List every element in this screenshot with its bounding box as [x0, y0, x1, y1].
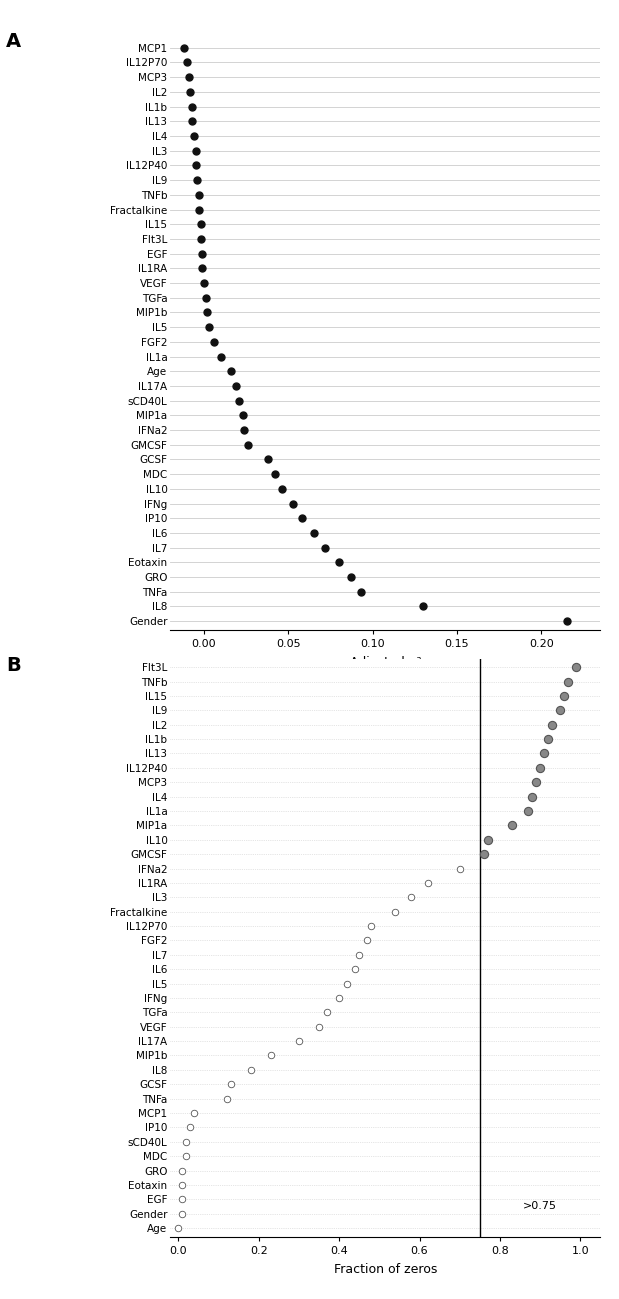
Point: [222, 1089, 232, 1109]
Point: [235, 390, 245, 410]
Point: [197, 243, 207, 264]
Point: [350, 959, 360, 979]
Point: [187, 110, 197, 131]
Point: [321, 538, 331, 559]
Point: [177, 1189, 187, 1209]
Point: [523, 800, 533, 821]
Point: [179, 38, 189, 58]
Point: [270, 464, 280, 485]
Point: [423, 873, 433, 894]
Point: [366, 916, 376, 937]
Point: [177, 1174, 187, 1195]
Point: [194, 184, 204, 205]
Point: [294, 1030, 304, 1051]
Point: [555, 700, 565, 721]
Point: [277, 478, 287, 499]
Point: [543, 729, 553, 750]
Point: [314, 1016, 324, 1037]
Point: [354, 944, 364, 965]
Point: [309, 522, 319, 543]
Point: [177, 1160, 187, 1181]
X-axis label: Fraction of zeros: Fraction of zeros: [334, 1263, 437, 1276]
Point: [560, 686, 569, 707]
Point: [181, 1131, 191, 1152]
Point: [182, 52, 192, 73]
Point: [563, 672, 573, 692]
Point: [547, 714, 557, 735]
Point: [201, 287, 210, 308]
Point: [191, 155, 201, 175]
Point: [231, 375, 241, 396]
Point: [209, 331, 219, 352]
Point: [216, 346, 226, 366]
Point: [418, 596, 428, 617]
Point: [531, 772, 541, 792]
Point: [297, 508, 307, 529]
Point: [186, 82, 196, 103]
Text: B: B: [6, 656, 21, 675]
Point: [362, 930, 372, 951]
Point: [535, 757, 545, 778]
Point: [204, 317, 214, 338]
Point: [193, 170, 202, 191]
Point: [225, 1074, 235, 1095]
Point: [571, 657, 581, 678]
Point: [479, 844, 489, 865]
Point: [527, 786, 537, 807]
Point: [238, 405, 248, 426]
Point: [246, 1060, 256, 1081]
Text: >0.75: >0.75: [523, 1202, 557, 1212]
Point: [189, 126, 199, 147]
Point: [191, 140, 201, 161]
Point: [185, 1117, 195, 1138]
Text: A: A: [6, 32, 21, 52]
Point: [177, 1203, 187, 1224]
X-axis label: Adjusted ρ²: Adjusted ρ²: [350, 656, 421, 669]
Point: [194, 199, 204, 220]
Point: [356, 582, 366, 603]
Point: [226, 361, 236, 382]
Point: [197, 259, 207, 279]
Point: [199, 273, 209, 294]
Point: [334, 552, 344, 573]
Point: [202, 303, 212, 323]
Point: [561, 611, 571, 631]
Point: [507, 814, 517, 835]
Point: [334, 987, 344, 1008]
Point: [184, 66, 194, 87]
Point: [391, 902, 400, 922]
Point: [196, 229, 206, 249]
Point: [187, 96, 197, 117]
Point: [455, 859, 465, 879]
Point: [483, 829, 493, 850]
Point: [240, 420, 249, 440]
Point: [407, 887, 417, 908]
Point: [243, 434, 253, 455]
Point: [196, 214, 206, 235]
Point: [342, 973, 352, 994]
Point: [288, 494, 298, 514]
Point: [263, 449, 273, 470]
Point: [266, 1046, 275, 1066]
Point: [346, 566, 356, 587]
Point: [322, 1002, 332, 1022]
Point: [173, 1217, 183, 1238]
Point: [189, 1103, 199, 1124]
Point: [181, 1146, 191, 1167]
Point: [539, 743, 549, 764]
